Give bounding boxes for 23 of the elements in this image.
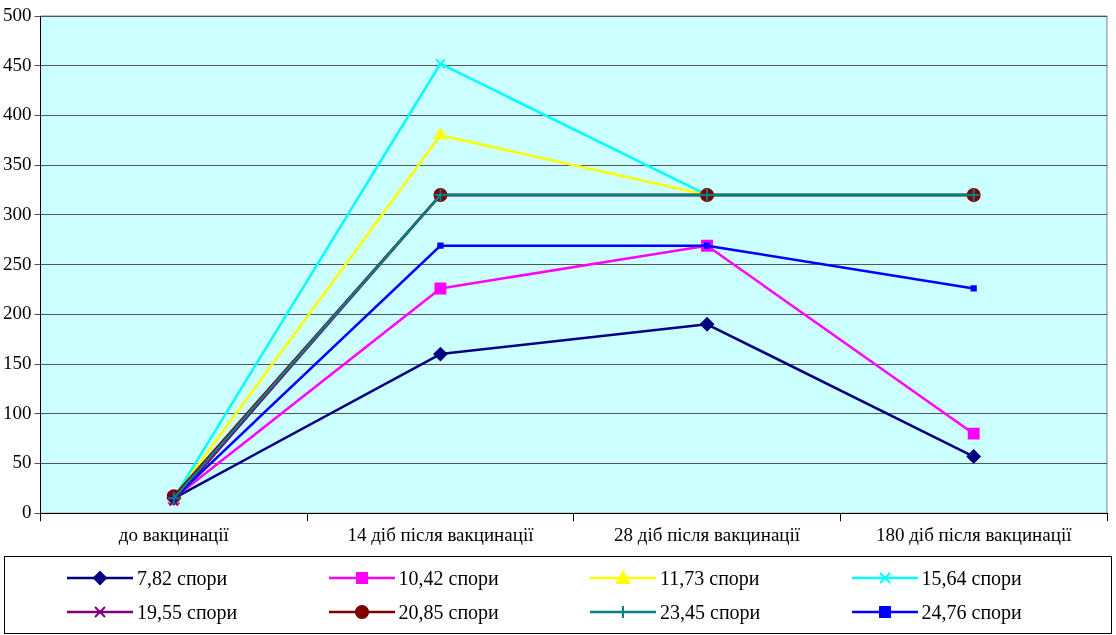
x-tick-label: до вакцинації bbox=[118, 523, 230, 545]
y-tick-label: 250 bbox=[3, 252, 32, 274]
y-tick-label: 400 bbox=[3, 103, 32, 125]
legend-label: 15,64 спори bbox=[921, 566, 1022, 590]
legend-label: 20,85 спори bbox=[398, 600, 499, 624]
x-tick-label: 180 діб після вакцинації bbox=[875, 523, 1073, 545]
y-tick-label: 150 bbox=[3, 352, 32, 374]
legend-label: 7,82 спори bbox=[137, 566, 228, 590]
x-tick-label: 28 діб після вакцинації bbox=[614, 523, 801, 545]
y-tick-label: 300 bbox=[3, 202, 32, 224]
legend-label: 10,42 спори bbox=[398, 566, 499, 590]
y-tick-label: 450 bbox=[3, 53, 32, 75]
y-tick-label: 200 bbox=[3, 302, 32, 324]
legend-label: 19,55 спори bbox=[137, 600, 238, 624]
y-tick-label: 100 bbox=[3, 401, 32, 423]
y-tick-label: 350 bbox=[3, 153, 32, 175]
y-tick-label: 500 bbox=[3, 3, 32, 25]
legend-label: 24,76 спори bbox=[921, 600, 1022, 624]
y-tick-label: 50 bbox=[12, 451, 32, 473]
y-tick-label: 0 bbox=[22, 501, 32, 523]
legend-label: 23,45 спори bbox=[660, 600, 761, 624]
legend-label: 11,73 спори bbox=[660, 566, 760, 590]
x-tick-label: 14 діб після вакцинації bbox=[347, 523, 535, 545]
